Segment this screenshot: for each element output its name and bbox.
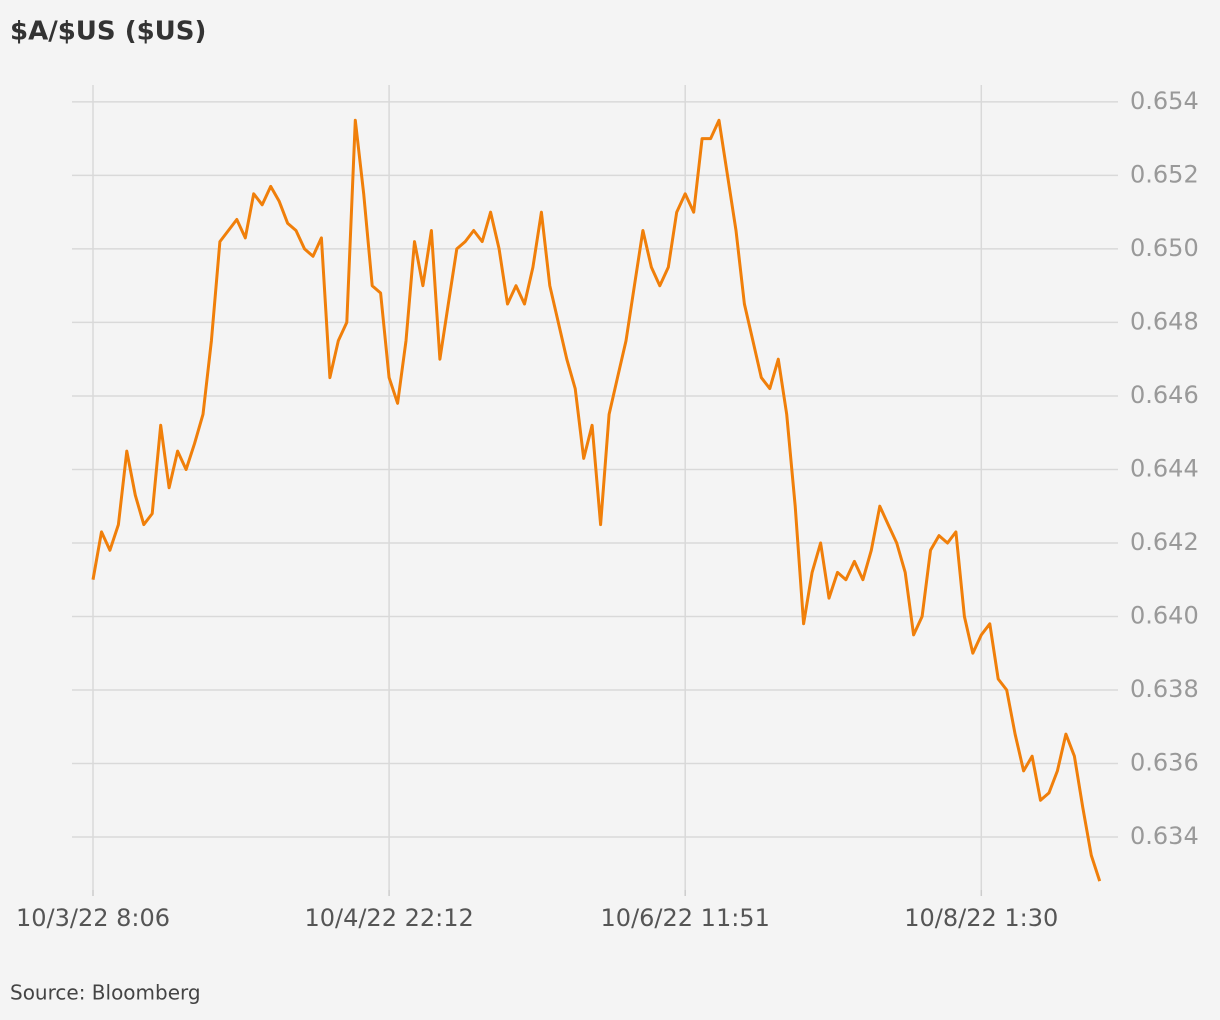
price-line — [91, 118, 1102, 882]
y-tick-label: 0.642 — [1130, 528, 1199, 556]
y-tick-label: 0.650 — [1130, 234, 1199, 262]
y-tick-label: 0.646 — [1130, 381, 1199, 409]
source: Source: Bloomberg — [10, 981, 201, 1005]
y-tick-label: 0.640 — [1130, 601, 1199, 629]
x-tick-label: 10/3/22 8:06 — [16, 904, 170, 932]
y-tick-label: 0.638 — [1130, 675, 1199, 703]
y-tick-label: 0.652 — [1130, 160, 1199, 188]
y-tick-label: 0.636 — [1130, 749, 1199, 777]
y-tick-label: 0.644 — [1130, 454, 1199, 482]
x-tick-label: 10/8/22 1:30 — [904, 904, 1058, 932]
x-tick-label: 10/4/22 22:12 — [304, 904, 473, 932]
y-tick-label: 0.654 — [1130, 87, 1199, 115]
chart-title: $A/$US ($US) — [10, 17, 206, 47]
x-tick-label: 10/6/22 11:51 — [601, 904, 770, 932]
y-tick-label: 0.634 — [1130, 822, 1199, 850]
y-tick-label: 0.648 — [1130, 307, 1199, 335]
